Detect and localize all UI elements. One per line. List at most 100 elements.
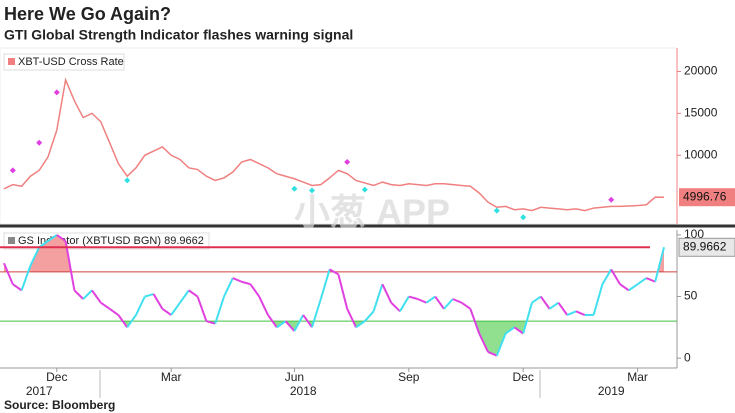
indicator-segment — [619, 283, 630, 292]
indicator-segment — [64, 240, 76, 291]
x-tick-label: Sep — [398, 370, 420, 384]
indicator-segment — [487, 351, 498, 357]
indicator-segment — [399, 296, 410, 312]
indicator-segment — [293, 314, 305, 332]
indicator-segment — [637, 277, 647, 286]
year-label: 2017 — [26, 384, 53, 398]
indicator-segment — [206, 320, 216, 325]
indicator-segment — [319, 269, 331, 300]
indicator-segment — [417, 298, 427, 304]
indicator-segment — [232, 277, 242, 283]
indicator-segment — [302, 314, 313, 328]
indicator-segment — [452, 298, 462, 304]
indicator-segment — [654, 247, 665, 282]
indicator-segment — [73, 289, 84, 300]
indicator-segment — [513, 326, 524, 335]
indicator-segment — [38, 240, 49, 249]
indicator-segment — [390, 301, 401, 313]
indicator-segment — [20, 265, 32, 291]
indicator-segment — [408, 295, 418, 300]
indicator-segment — [267, 314, 278, 328]
y-tick-label: 50 — [684, 289, 698, 303]
signal-marker — [361, 186, 368, 193]
indicator-segment — [329, 268, 339, 276]
indicator-segment — [381, 283, 393, 304]
indicator-segment — [628, 283, 639, 292]
subtitle: GTI Global Strength Indicator flashes wa… — [4, 27, 353, 43]
indicator-segment — [505, 326, 515, 335]
signal-marker — [608, 196, 615, 203]
signal-marker — [124, 177, 131, 184]
price-line — [3, 77, 665, 212]
last-value-label: 4996.76 — [683, 189, 727, 203]
legend-swatch — [8, 58, 15, 65]
watermark: 小葱 APP — [294, 192, 450, 233]
last-value-flag — [679, 188, 735, 207]
indicator-segment — [549, 301, 559, 310]
indicator-segment — [276, 320, 287, 329]
title: Here We Go Again? — [4, 4, 171, 24]
indicator-segment — [469, 308, 481, 334]
legend-box — [3, 53, 125, 71]
indicator-segment — [117, 314, 129, 328]
indicator-segment — [91, 289, 102, 304]
indicator-segment — [566, 310, 577, 316]
indicator-segment — [241, 280, 251, 286]
last-value-flag — [678, 237, 735, 257]
x-tick-label: Dec — [513, 370, 534, 384]
x-tick-label: Dec — [46, 370, 67, 384]
indicator-segment — [188, 289, 199, 298]
signal-marker — [344, 158, 351, 165]
indicator-segment — [337, 274, 349, 310]
indicator-segment — [100, 301, 111, 310]
indicator-segment — [355, 320, 366, 329]
indicator-segment — [522, 302, 533, 334]
indicator-segment — [152, 293, 164, 310]
indicator-segment — [144, 293, 154, 298]
indicator-segment — [284, 320, 296, 332]
signal-marker — [36, 139, 43, 146]
indicator-segment — [196, 296, 208, 322]
y-tick-label: 10000 — [684, 147, 718, 161]
indicator-segment — [82, 289, 93, 300]
indicator-segment — [461, 301, 471, 310]
indicator-segment — [443, 298, 454, 310]
signal-marker — [53, 89, 60, 96]
source: Source: Bloomberg — [4, 398, 115, 412]
year-label: 2018 — [290, 384, 317, 398]
signal-marker — [520, 214, 527, 221]
indicator-segment — [47, 234, 58, 242]
indicator-segment — [214, 296, 225, 324]
indicator-segment — [126, 314, 137, 328]
signal-marker — [493, 207, 500, 214]
last-value-label: 89.9662 — [683, 239, 727, 253]
indicator-segment — [601, 268, 613, 285]
legend-swatch — [8, 237, 15, 244]
x-tick-label: Jun — [285, 370, 304, 384]
indicator-segment — [646, 277, 656, 283]
indicator-segment — [592, 283, 604, 316]
x-tick-label: Mar — [627, 370, 648, 384]
indicator-segment — [495, 333, 507, 357]
indicator-segment — [29, 246, 41, 267]
indicator-segment — [372, 283, 384, 312]
indicator-segment — [425, 295, 436, 304]
indicator-segment — [179, 289, 190, 304]
y-tick-label: 100 — [684, 227, 704, 241]
indicator-segment — [531, 295, 542, 304]
indicator-segment — [364, 310, 375, 322]
indicator-segment — [56, 234, 67, 242]
indicator-segment — [478, 333, 489, 353]
indicator-segment — [258, 296, 269, 316]
overbought-fill — [4, 234, 664, 272]
indicator-segment — [12, 283, 23, 292]
indicator-segment — [575, 310, 586, 316]
indicator-segment — [557, 302, 569, 316]
y-tick-label: 15000 — [684, 106, 718, 120]
signal-marker — [291, 185, 298, 192]
indicator-segment — [434, 295, 445, 310]
indicator-segment — [539, 295, 551, 310]
y-tick-label: 20000 — [684, 64, 718, 78]
indicator-segment — [610, 268, 621, 285]
